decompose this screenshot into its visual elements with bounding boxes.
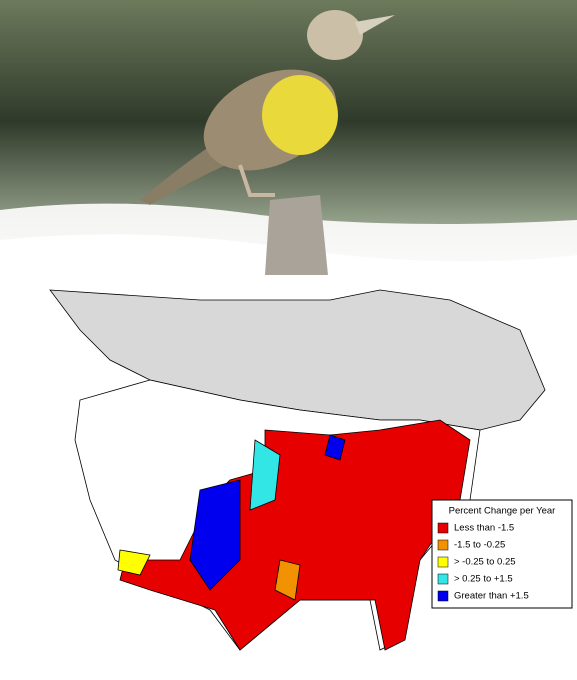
legend-swatch bbox=[437, 539, 449, 551]
legend-title: Percent Change per Year bbox=[449, 506, 556, 517]
legend-swatch bbox=[437, 556, 449, 568]
legend-label: > -0.25 to 0.25 bbox=[454, 557, 516, 568]
legend-label: Less than -1.5 bbox=[454, 523, 514, 534]
map bbox=[49, 289, 546, 651]
legend-label: -1.5 to -0.25 bbox=[454, 540, 505, 551]
legend-swatch bbox=[437, 573, 449, 585]
legend-swatch bbox=[437, 590, 449, 602]
legend: Percent Change per Year Less than -1.5 -1… bbox=[431, 499, 573, 609]
legend-label: Greater than +1.5 bbox=[454, 591, 529, 602]
legend-swatch bbox=[437, 522, 449, 534]
legend-box bbox=[431, 499, 573, 609]
bird-photo bbox=[0, 0, 577, 300]
legend-label: > 0.25 to +1.5 bbox=[454, 574, 513, 585]
